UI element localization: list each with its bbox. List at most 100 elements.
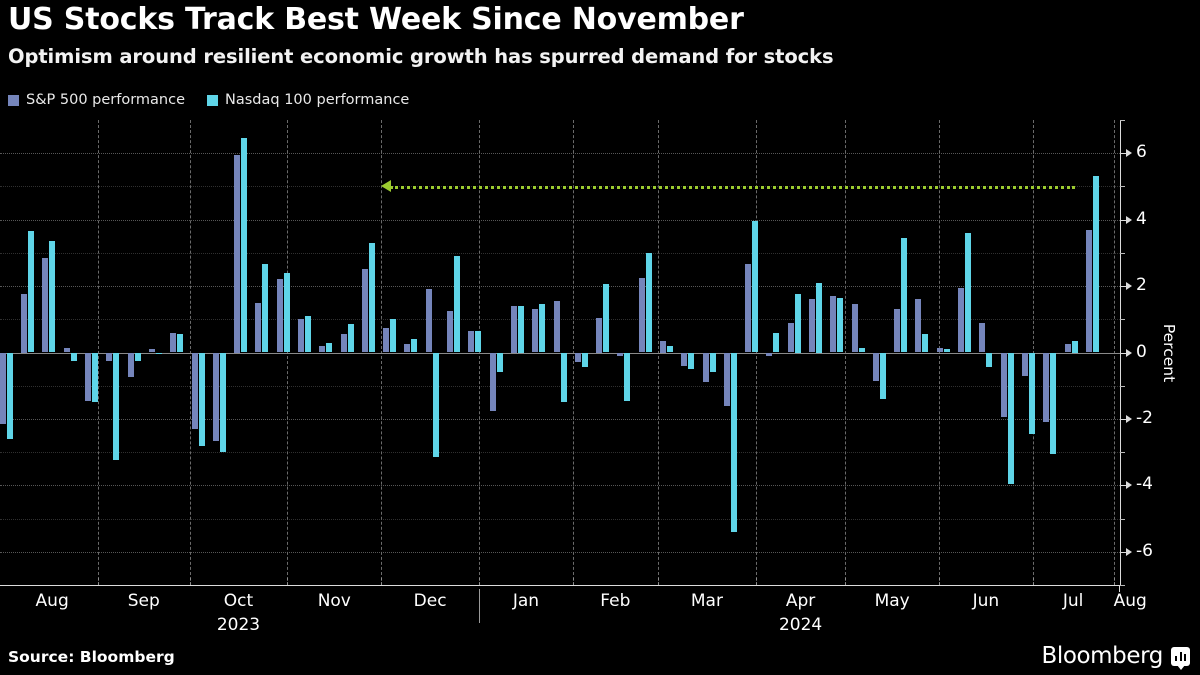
bar-sp500 xyxy=(383,327,390,353)
bar-nasdaq100 xyxy=(134,352,141,361)
y-axis-tick-minor xyxy=(1120,319,1125,321)
bar-sp500 xyxy=(553,301,560,353)
x-axis-tick xyxy=(479,578,481,585)
x-axis-tick xyxy=(845,578,847,585)
bar-nasdaq100 xyxy=(198,352,205,446)
x-axis-end-cap xyxy=(1119,585,1120,592)
bar-nasdaq100 xyxy=(219,352,226,453)
bar-nasdaq100 xyxy=(432,352,439,458)
bar-sp500 xyxy=(659,340,666,353)
x-axis-label: Jul xyxy=(1062,591,1084,611)
plot-area xyxy=(0,120,1120,585)
y-axis-label: -4 xyxy=(1136,474,1153,495)
bar-nasdaq100 xyxy=(28,231,35,353)
x-axis: Aug Sep Oct Nov Dec Jan Feb Mar Apr May Jun Jul Aug 2… xyxy=(0,578,1200,645)
y-axis-tick-arrow-icon xyxy=(1126,547,1132,556)
y-axis-tick-minor xyxy=(1120,252,1125,254)
bar-nasdaq100 xyxy=(816,282,822,353)
bar-sp500 xyxy=(170,332,177,353)
bar-sp500 xyxy=(936,347,943,353)
bar-nasdaq100 xyxy=(794,294,801,353)
gridline-horizontal xyxy=(0,485,1120,487)
legend-item-nasdaq100[interactable]: Nasdaq 100 performance xyxy=(207,92,409,108)
bar-nasdaq100 xyxy=(304,315,311,353)
bar-sp500 xyxy=(872,352,879,381)
x-axis-label: Mar xyxy=(690,591,723,611)
y-axis-tick-minor xyxy=(1120,385,1125,387)
bar-sp500 xyxy=(681,352,688,366)
bar-nasdaq100 xyxy=(326,342,333,353)
bar-sp500 xyxy=(63,347,70,353)
bar-nasdaq100 xyxy=(752,221,759,353)
bar-nasdaq100 xyxy=(688,352,695,370)
gridline-horizontal-minor xyxy=(0,319,1120,321)
bar-sp500 xyxy=(21,294,28,353)
bar-sp500 xyxy=(1085,229,1092,353)
bar-nasdaq100 xyxy=(560,352,567,403)
x-axis-tick xyxy=(287,578,289,585)
bar-sp500 xyxy=(447,310,454,353)
bar-nasdaq100 xyxy=(92,352,99,403)
bar-sp500 xyxy=(148,349,155,353)
bar-sp500 xyxy=(851,304,858,353)
x-axis-tick xyxy=(572,578,574,585)
bar-nasdaq100 xyxy=(1071,340,1078,353)
bar-nasdaq100 xyxy=(347,324,354,353)
bar-sp500 xyxy=(766,352,773,356)
bar-nasdaq100 xyxy=(730,352,737,532)
bloomberg-terminal-icon xyxy=(1171,646,1190,666)
x-axis-label: Oct xyxy=(223,591,254,611)
bar-sp500 xyxy=(510,306,517,353)
source-note: Source: Bloomberg xyxy=(8,648,175,666)
bar-nasdaq100 xyxy=(454,256,461,353)
bar-nasdaq100 xyxy=(645,252,652,353)
bar-nasdaq100 xyxy=(49,241,56,353)
legend-item-label: S&P 500 performance xyxy=(26,92,186,108)
x-axis-label: Jan xyxy=(512,591,540,611)
y-axis-tick-minor xyxy=(1120,186,1125,188)
gridline-horizontal xyxy=(0,551,1120,553)
bar-nasdaq100 xyxy=(879,352,886,399)
bar-sp500 xyxy=(404,344,411,353)
bar-sp500 xyxy=(276,279,283,353)
bar-sp500 xyxy=(489,352,496,411)
y-axis-tick xyxy=(1120,219,1127,221)
x-axis-tick xyxy=(657,578,659,585)
x-axis-tick xyxy=(189,578,191,585)
y-axis-label: 6 xyxy=(1136,142,1147,163)
gridline-horizontal-minor xyxy=(0,518,1120,520)
bar-sp500 xyxy=(787,322,794,353)
gridline-horizontal-minor xyxy=(0,385,1120,387)
x-axis-spine xyxy=(0,585,1120,586)
y-axis-label: -2 xyxy=(1136,407,1153,428)
bar-sp500 xyxy=(127,352,134,378)
legend-item-label: Nasdaq 100 performance xyxy=(225,92,410,108)
y-axis-tick xyxy=(1120,153,1127,155)
legend-item-sp500[interactable]: S&P 500 performance xyxy=(8,92,185,108)
bar-sp500 xyxy=(617,352,624,356)
bar-sp500 xyxy=(0,352,6,424)
bar-nasdaq100 xyxy=(922,334,929,353)
y-axis: Percent -6 -4 -2 0 2 4 6 xyxy=(1120,120,1200,586)
bar-nasdaq100 xyxy=(262,264,269,353)
bar-sp500 xyxy=(1064,344,1071,353)
bar-nasdaq100 xyxy=(603,284,610,353)
y-axis-tick-minor xyxy=(1120,585,1125,586)
zero-baseline xyxy=(0,352,1120,354)
y-axis-tick xyxy=(1120,551,1127,553)
bar-sp500 xyxy=(319,345,326,353)
bar-sp500 xyxy=(596,317,603,353)
bar-nasdaq100 xyxy=(411,339,418,353)
x-axis-label: May xyxy=(874,591,910,611)
bar-sp500 xyxy=(894,309,901,353)
bar-nasdaq100 xyxy=(6,352,13,439)
bar-sp500 xyxy=(425,289,432,353)
y-axis-tick xyxy=(1120,418,1127,420)
legend-swatch-icon xyxy=(207,94,219,106)
x-axis-label: Aug xyxy=(1113,591,1147,611)
bar-sp500 xyxy=(255,302,262,353)
bar-sp500 xyxy=(574,352,581,363)
gridline-horizontal xyxy=(0,286,1120,288)
y-axis-tick-minor xyxy=(1120,518,1125,520)
